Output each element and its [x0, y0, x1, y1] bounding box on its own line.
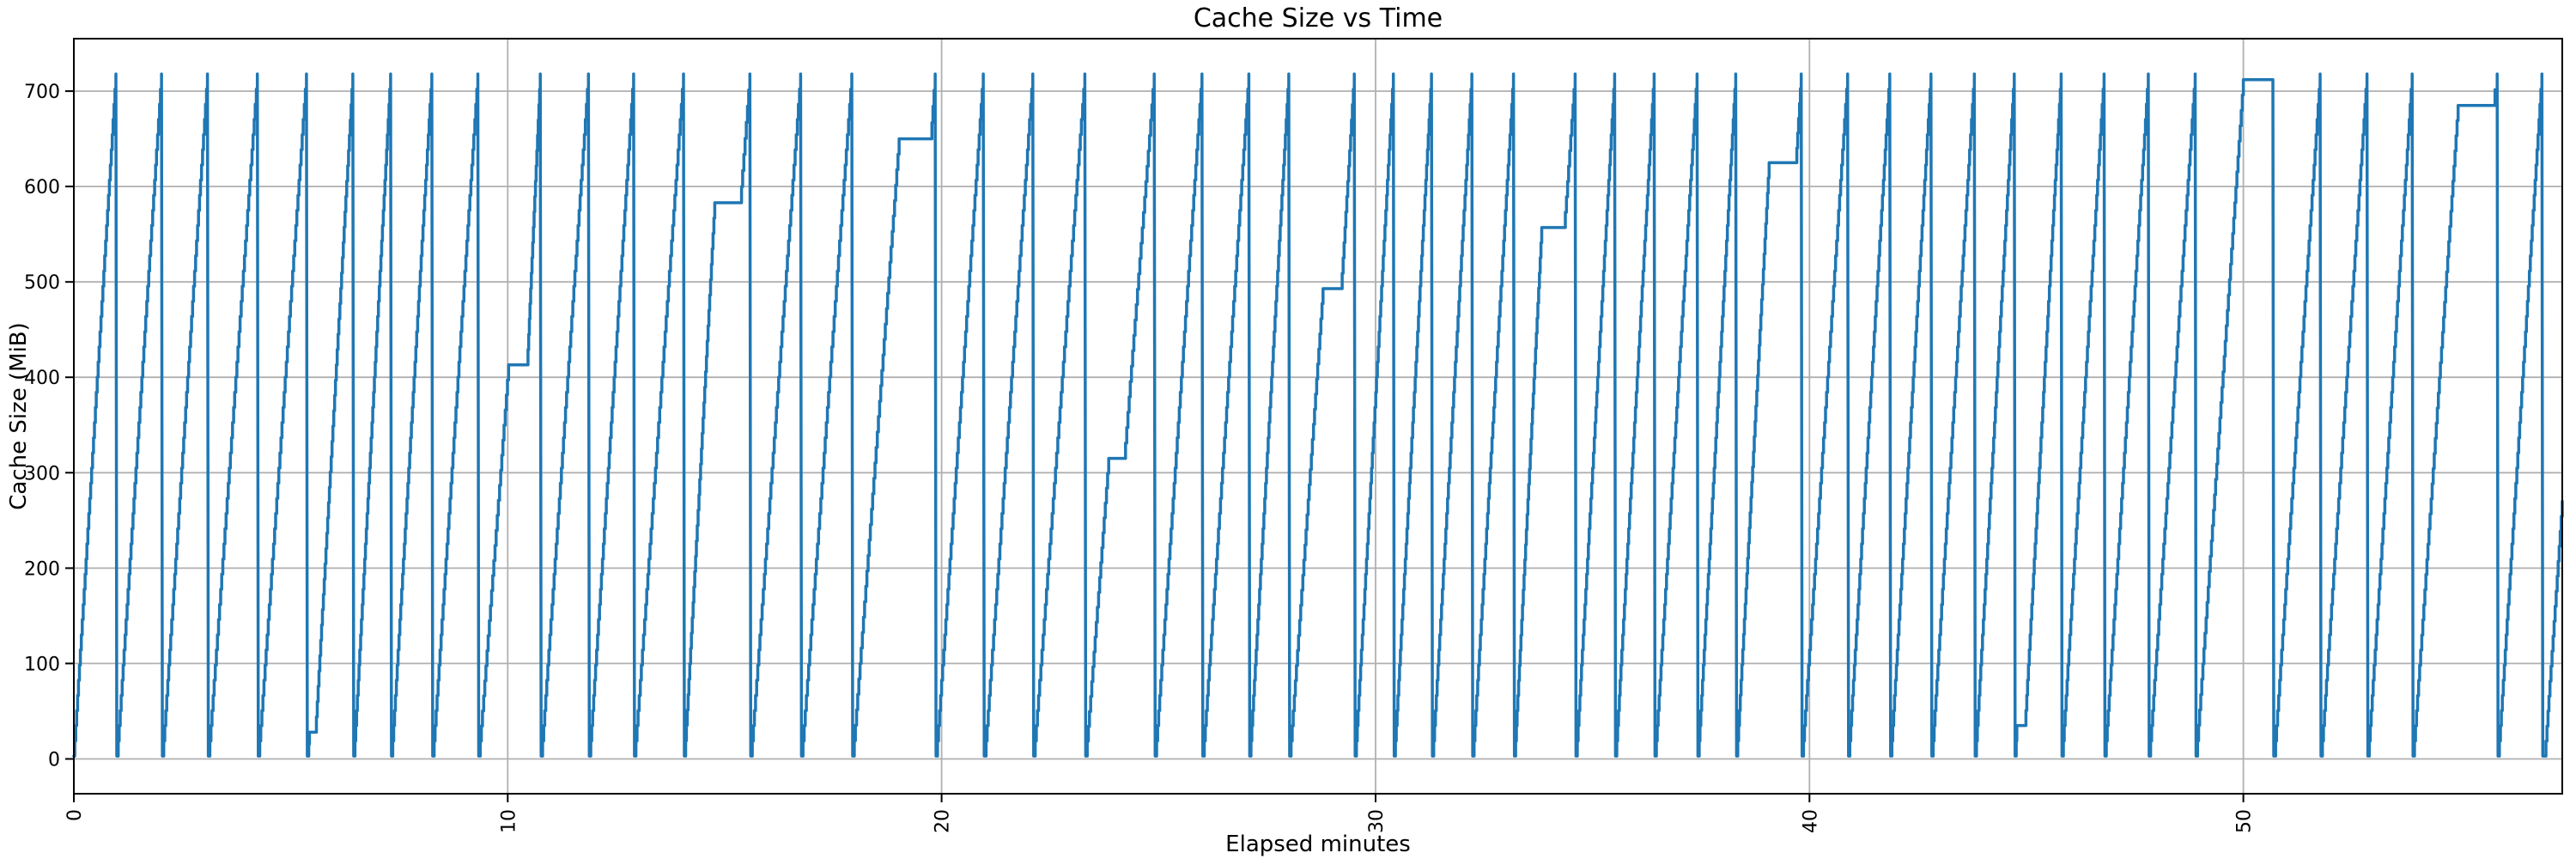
x-tick-label: 50: [2234, 809, 2256, 833]
y-tick-label: 100: [24, 654, 60, 675]
tick-marks: [65, 90, 2245, 802]
x-tick-label: 20: [933, 809, 954, 833]
y-tick-label: 400: [24, 368, 60, 389]
chart-title: Cache Size vs Time: [1194, 3, 1443, 34]
y-tick-label: 300: [24, 463, 60, 484]
plot-border: [73, 38, 2563, 795]
series-layer: [72, 72, 2564, 758]
plot-spines: [73, 38, 2563, 795]
x-axis-label: Elapsed minutes: [1225, 832, 1411, 857]
tick-labels: 0 100 200 300 400 500 600 700 0 10 20 30 40 50: [24, 82, 2256, 833]
x-tick-label: 40: [1800, 809, 1821, 833]
y-tick-label: 500: [24, 272, 60, 294]
x-tick-label: 30: [1366, 809, 1388, 833]
x-tick-label: 10: [498, 809, 519, 833]
cache-size-line: [72, 72, 2564, 758]
y-tick-label: 200: [24, 558, 60, 580]
y-tick-label: 0: [48, 750, 60, 771]
y-tick-label: 700: [24, 82, 60, 103]
y-axis-label: Cache Size (MiB): [6, 322, 32, 510]
y-tick-label: 600: [24, 177, 60, 198]
x-tick-label: 0: [64, 809, 86, 821]
